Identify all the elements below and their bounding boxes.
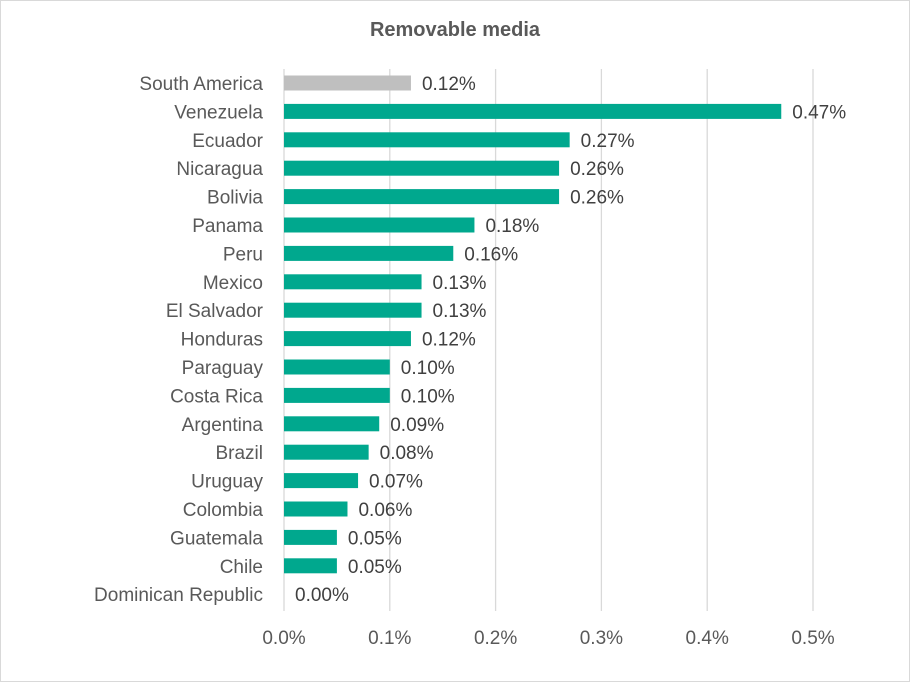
x-tick-label: 0.5% — [791, 628, 834, 649]
x-tick-label: 0.2% — [474, 628, 517, 649]
bar — [284, 160, 560, 176]
data-label: 0.09% — [390, 415, 444, 436]
data-label: 0.12% — [422, 74, 476, 95]
data-label: 0.00% — [295, 585, 349, 606]
category-label: Guatemala — [170, 528, 263, 549]
data-label: 0.08% — [380, 443, 434, 464]
x-tick-label: 0.0% — [262, 628, 305, 649]
data-label: 0.13% — [433, 273, 487, 294]
data-label: 0.05% — [348, 557, 402, 578]
bar — [284, 302, 422, 318]
category-label: Mexico — [203, 273, 263, 294]
bar — [284, 245, 454, 261]
category-label: Peru — [223, 244, 263, 265]
data-label: 0.10% — [401, 386, 455, 407]
bar — [284, 75, 411, 91]
category-label: Costa Rica — [170, 386, 263, 407]
category-label: Paraguay — [182, 358, 264, 379]
data-label: 0.07% — [369, 472, 423, 493]
data-label: 0.13% — [433, 301, 487, 322]
category-label: Uruguay — [191, 472, 263, 493]
bar — [284, 501, 348, 517]
bar — [284, 387, 390, 403]
data-label: 0.18% — [485, 216, 539, 237]
bar — [284, 558, 337, 574]
data-label: 0.26% — [570, 188, 624, 209]
data-label: 0.27% — [581, 131, 635, 152]
chart-title: Removable media — [369, 19, 541, 41]
data-label: 0.47% — [792, 102, 846, 123]
x-tick-label: 0.1% — [368, 628, 411, 649]
bar — [284, 103, 782, 119]
category-label: Colombia — [183, 500, 264, 521]
category-label: Ecuador — [192, 131, 263, 152]
bar — [284, 444, 369, 460]
bar — [284, 359, 390, 375]
x-tick-label: 0.4% — [686, 628, 729, 649]
category-label: Bolivia — [207, 188, 263, 209]
category-label: Honduras — [181, 330, 263, 351]
bar — [284, 331, 411, 347]
bar — [284, 217, 475, 233]
category-label: Brazil — [215, 443, 263, 464]
x-tick-label: 0.3% — [580, 628, 623, 649]
data-label: 0.05% — [348, 528, 402, 549]
data-label: 0.10% — [401, 358, 455, 379]
category-label: Nicaragua — [176, 159, 263, 180]
category-label: Dominican Republic — [94, 585, 263, 606]
category-label: Argentina — [182, 415, 264, 436]
category-label: Panama — [192, 216, 263, 237]
bar — [284, 189, 560, 205]
data-label: 0.12% — [422, 330, 476, 351]
x-axis-ticks: 0.0% 0.1% 0.2% 0.3% 0.4% 0.5% — [262, 628, 834, 649]
bar — [284, 473, 359, 489]
category-label: Chile — [220, 557, 263, 578]
data-label: 0.26% — [570, 159, 624, 180]
data-label: 0.06% — [358, 500, 412, 521]
bar — [284, 529, 337, 545]
category-label: Venezuela — [174, 102, 263, 123]
category-label: South America — [139, 74, 263, 95]
bar — [284, 416, 380, 432]
data-label: 0.16% — [464, 244, 518, 265]
category-label: El Salvador — [166, 301, 264, 322]
bar — [284, 274, 422, 290]
labels: South America 0.12% Venezuela 0.47% Ecuador 0… — [94, 74, 846, 606]
bar — [284, 132, 570, 148]
bars — [284, 75, 782, 574]
